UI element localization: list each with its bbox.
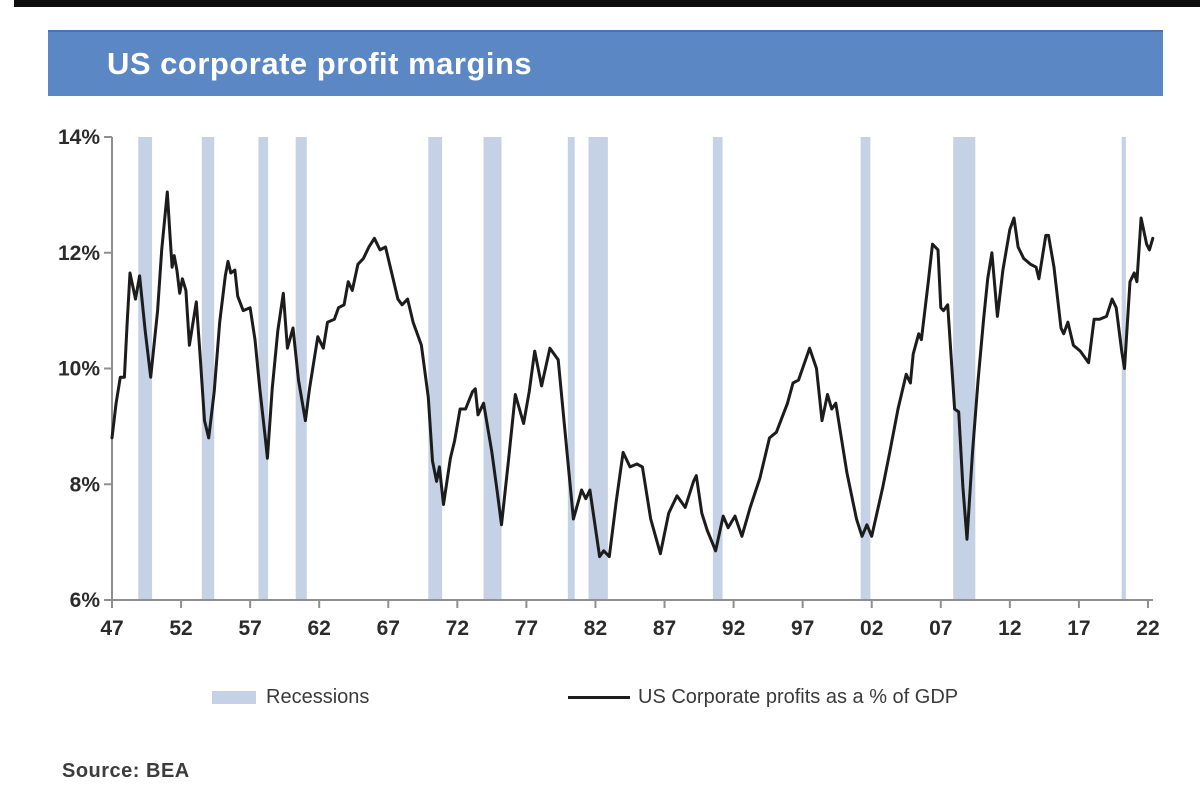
recession-band [712,137,723,600]
recession-band [483,137,502,600]
profit-margin-line [110,190,1155,559]
x-axis-label: 12 [998,617,1021,640]
y-axis-label: 8% [70,473,101,496]
recession-band [201,137,215,600]
x-axis-label: 77 [515,617,538,640]
x-axis-label: 87 [653,617,676,640]
recession-band [258,137,269,600]
x-axis-label: 62 [308,617,331,640]
x-axis-label: 82 [584,617,607,640]
y-axis-label: 14% [58,126,100,149]
chart-axes [104,136,1153,608]
y-axis-label: 10% [58,358,100,381]
series-legend-label: US Corporate profits as a % of GDP [638,686,959,708]
top-bar [14,0,1200,7]
chart-title-bar: US corporate profit margins [48,30,1163,96]
recession-band [295,137,307,600]
x-axis-label: 02 [860,617,883,640]
chart-legend: Recessions US Corporate profits as a % o… [0,680,1200,712]
page-title: US corporate profit margins [107,46,533,81]
x-axis-label: 97 [791,617,814,640]
y-axis-label: 12% [58,242,100,265]
x-axis-label: 22 [1136,617,1159,640]
recession-band [428,137,443,600]
recession-band [860,137,871,600]
x-axis-label: 47 [100,617,123,640]
series-line-icon [568,696,630,699]
recession-band [567,137,575,600]
x-axis-label: 72 [446,617,469,640]
axis-labels: 14% 12% 10% 8% 6% 47 52 57 62 67 72 77 82 87 92 97 02 07 1… [58,126,1160,640]
recession-band [138,137,153,600]
x-axis-label: 92 [722,617,745,640]
recession-swatch-icon [212,691,256,704]
legend-item-series: US Corporate profits as a % of GDP [568,686,958,709]
x-axis-label: 67 [377,617,400,640]
x-axis-label: 17 [1067,617,1090,640]
x-axis-label: 07 [929,617,952,640]
source-note: Source: BEA [62,760,190,782]
legend-item-recessions: Recessions [212,686,369,709]
recession-band [953,137,976,600]
y-axis-label: 6% [70,589,101,612]
recessions-legend-label: Recessions [266,686,370,708]
recession-band [588,137,608,600]
x-axis-label: 52 [169,617,192,640]
x-axis-label: 57 [238,617,261,640]
